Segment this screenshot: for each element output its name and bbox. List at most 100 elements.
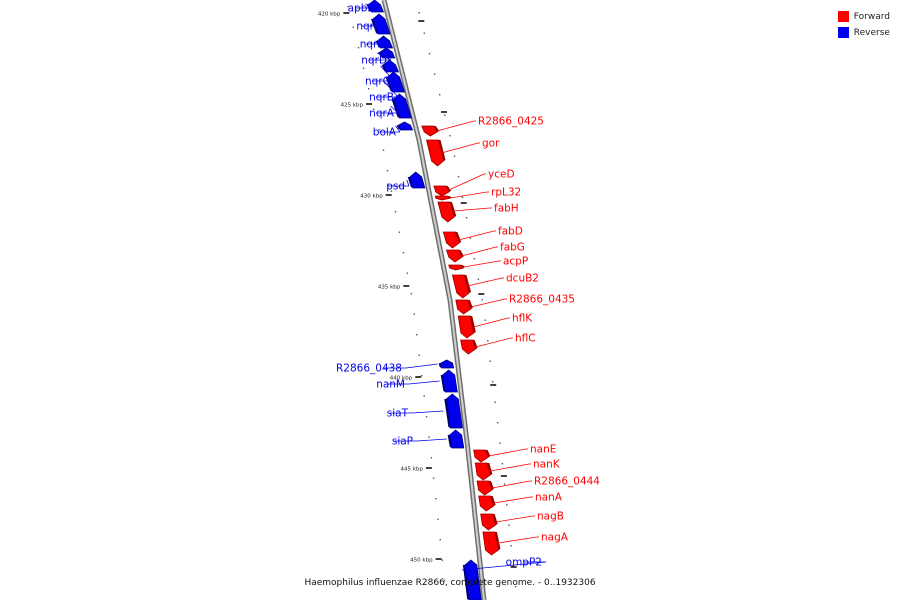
- gene-label-R2866_0435[interactable]: R2866_0435: [509, 294, 575, 306]
- gene-nagB[interactable]: [480, 513, 498, 531]
- gene-shape[interactable]: [397, 121, 414, 131]
- gene-label-nqrF[interactable]: nqrF: [356, 21, 380, 33]
- gene-shape[interactable]: [393, 93, 413, 119]
- gene-shape[interactable]: [434, 195, 451, 201]
- gene-fabG[interactable]: [445, 249, 464, 263]
- gene-nanE[interactable]: [473, 449, 491, 463]
- gene-shape[interactable]: [473, 449, 489, 463]
- gene-label-siaP[interactable]: siaP: [392, 436, 413, 448]
- gene-label-nagB[interactable]: nagB: [537, 511, 564, 523]
- gene-dcuB2[interactable]: [451, 274, 472, 299]
- gene-label-rpL32[interactable]: rpL32: [491, 187, 521, 199]
- gene-label-nanA[interactable]: nanA: [535, 492, 563, 504]
- gene-shape[interactable]: [383, 59, 400, 73]
- gene-shade: [455, 232, 462, 243]
- gene-label-nanM[interactable]: nanM: [376, 379, 405, 391]
- gene-nqrF[interactable]: [371, 13, 391, 35]
- gene-shade: [407, 177, 413, 188]
- gene-shape[interactable]: [442, 369, 458, 393]
- gene-shape[interactable]: [442, 231, 460, 249]
- gene-shape[interactable]: [449, 429, 465, 449]
- gene-label-hflC[interactable]: hflC: [515, 333, 536, 345]
- gene-shape[interactable]: [451, 274, 470, 299]
- gene-nqrD[interactable]: [378, 47, 396, 59]
- gene-nanK[interactable]: [474, 462, 493, 481]
- gene-label-apbE[interactable]: apbE: [348, 3, 374, 15]
- gene-siaP[interactable]: [447, 429, 465, 449]
- minor-tick-left: [390, 190, 393, 192]
- gene-shape[interactable]: [480, 513, 497, 531]
- gene-label-nanE[interactable]: nanE: [530, 444, 556, 456]
- gene-label-R2866_0425[interactable]: R2866_0425: [478, 116, 544, 128]
- gene-shape[interactable]: [409, 171, 426, 189]
- gene-shape[interactable]: [437, 201, 455, 223]
- gene-label-nqrB[interactable]: nqrB: [369, 92, 394, 104]
- gene-psd[interactable]: [407, 171, 426, 189]
- gene-shape[interactable]: [476, 480, 493, 496]
- gene-hflC[interactable]: [460, 339, 478, 355]
- minor-tick-right: [449, 135, 451, 137]
- gene-acpP[interactable]: [448, 264, 466, 271]
- gene-shape[interactable]: [460, 339, 477, 355]
- gene-label-psd[interactable]: psd: [386, 181, 405, 193]
- gene-shape[interactable]: [433, 185, 450, 197]
- gene-shape[interactable]: [474, 462, 491, 481]
- gene-shape[interactable]: [368, 0, 385, 13]
- gene-label-nanK[interactable]: nanK: [533, 459, 561, 471]
- gene-rpL32[interactable]: [434, 195, 452, 201]
- gene-shape[interactable]: [448, 264, 465, 271]
- gene-shape[interactable]: [478, 495, 495, 512]
- gene-label-siaT[interactable]: siaT: [387, 408, 409, 420]
- gene-R2866_0435[interactable]: [455, 299, 473, 315]
- gene-shape[interactable]: [457, 315, 475, 339]
- gene-hflK[interactable]: [457, 315, 476, 339]
- gene-R2866_0444[interactable]: [476, 480, 494, 496]
- gene-label-nagA[interactable]: nagA: [541, 532, 569, 544]
- gene-label-fabG[interactable]: fabG: [500, 242, 525, 254]
- legend-item-forward[interactable]: Forward: [837, 9, 890, 24]
- gene-shape[interactable]: [440, 359, 455, 369]
- gene-fabH[interactable]: [437, 201, 457, 223]
- gene-yceD[interactable]: [433, 185, 452, 197]
- gene-ompP2[interactable]: [462, 559, 482, 601]
- gene-label-gor[interactable]: gor: [482, 138, 500, 150]
- gene-siaT[interactable]: [444, 393, 463, 429]
- minor-tick-right: [514, 586, 517, 588]
- gene-label-fabH[interactable]: fabH: [494, 203, 519, 215]
- gene-label-R2866_0444[interactable]: R2866_0444: [534, 476, 600, 488]
- gene-shape[interactable]: [455, 299, 472, 315]
- legend-item-reverse[interactable]: Reverse: [837, 25, 890, 40]
- gene-R2866_0425[interactable]: [421, 125, 440, 137]
- gene-label-bolA[interactable]: bolA: [373, 127, 397, 139]
- gene-shape[interactable]: [387, 71, 406, 93]
- gene-label-hflK[interactable]: hflK: [512, 313, 533, 325]
- gene-gor[interactable]: [426, 139, 446, 167]
- gene-fabD[interactable]: [442, 231, 462, 249]
- gene-label-nqrA[interactable]: nqrA: [369, 108, 395, 120]
- gene-label-R2866_0438[interactable]: R2866_0438: [336, 363, 402, 375]
- gene-label-fabD[interactable]: fabD: [498, 226, 523, 238]
- tick-label: 420 kbp: [318, 12, 341, 18]
- gene-label-ompP2[interactable]: ompP2: [506, 557, 542, 569]
- gene-bolA[interactable]: [396, 121, 414, 131]
- gene-connector: [490, 463, 530, 472]
- minor-tick-left: [410, 293, 412, 295]
- gene-shape[interactable]: [379, 47, 396, 59]
- gene-R2866_0438[interactable]: [438, 359, 455, 369]
- gene-nqrC[interactable]: [381, 59, 400, 73]
- gene-nagA[interactable]: [482, 531, 501, 556]
- gene-label-nqrE[interactable]: nqrE: [360, 39, 384, 51]
- gene-nanM[interactable]: [440, 369, 458, 393]
- gene-shape[interactable]: [445, 249, 463, 263]
- gene-shape[interactable]: [372, 13, 391, 35]
- gene-label-nqrC[interactable]: nqrC: [365, 76, 390, 88]
- gene-label-yceD[interactable]: yceD: [488, 169, 515, 181]
- gene-label-nqrD[interactable]: nqrD: [361, 55, 387, 67]
- gene-shape[interactable]: [426, 139, 444, 167]
- gene-shape[interactable]: [421, 125, 438, 137]
- gene-shape[interactable]: [445, 393, 463, 429]
- gene-label-dcuB2[interactable]: dcuB2: [506, 273, 539, 285]
- gene-nanA[interactable]: [478, 495, 496, 512]
- gene-label-acpP[interactable]: acpP: [503, 256, 528, 268]
- gene-shape[interactable]: [482, 531, 499, 556]
